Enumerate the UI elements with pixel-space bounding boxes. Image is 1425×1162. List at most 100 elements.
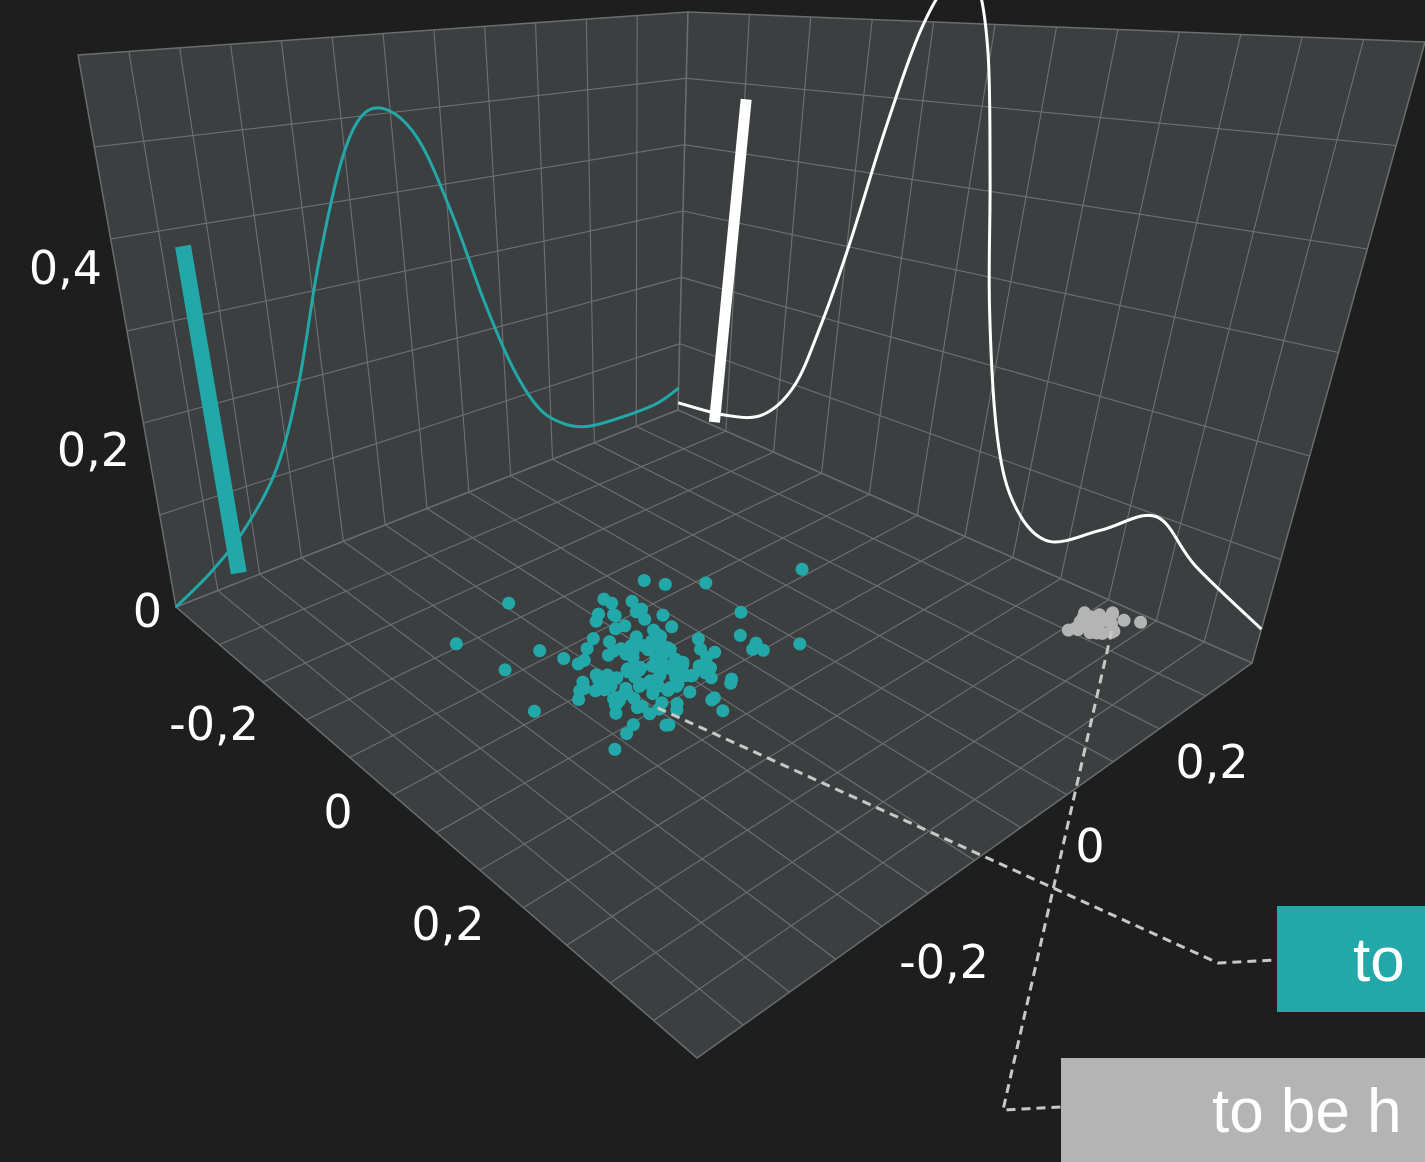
scatter-point [647,623,661,637]
left-wall-grid-line [143,276,682,424]
scatter-point [589,614,603,628]
marginal-bars [175,98,752,575]
scatter-point [624,639,638,653]
scatter-point [533,644,547,658]
y-tick-label: 0,2 [1175,735,1248,789]
scatter-point [607,692,621,706]
scatter-point [527,704,541,718]
density-curves [174,0,1263,631]
floor-grid-line [306,472,822,721]
callout-leaders [657,630,1278,1112]
density-curve-right-wall [677,0,1263,631]
z-tick-label: 0,4 [29,241,102,295]
tick-labels: 0 0,2 0,4 -0,2 0 0,2 -0,2 0 0,2 [29,241,1249,989]
floor-grid-line [609,620,1157,984]
density-curve-left-wall [174,106,680,609]
floor-grid-line [219,430,727,646]
scatter-point [669,679,683,693]
callout-box-teal [1277,906,1425,1012]
floor-grid-line [262,451,774,683]
scatter-point [716,704,730,718]
callout-box-gray [1061,1058,1425,1162]
right-wall-grid-line [679,343,1282,561]
scatter-point [656,608,670,622]
scatter-point [629,605,643,619]
scatter-point [609,706,623,720]
scatter-point [795,562,809,576]
scatter-point [557,652,571,665]
floor-grid-line [479,557,1014,871]
scatter-point [635,699,649,713]
x-tick-label: -0,2 [169,697,259,751]
scatter-point [691,632,705,646]
z-tick-label: 0 [133,584,162,638]
scatter-point [662,718,676,732]
scatter-point [660,660,674,674]
y-tick-label: -0,2 [899,935,989,989]
scatter-point [708,645,722,659]
left-wall-grid-line [126,210,684,332]
scatter-point [449,637,463,651]
scatter-point [665,620,679,634]
right-wall-grid-line [682,210,1339,354]
scatter-point [601,648,615,662]
marginal-bar [708,98,752,423]
callouts: to to be h [1061,906,1425,1162]
callout-leader-line [657,706,1278,965]
scatter-point [699,576,713,590]
scatter-point [749,636,763,650]
scatter-point [683,685,697,699]
scatter-point [586,632,600,646]
scatter-point [573,684,587,698]
scatter-point [645,659,659,673]
scatter-point [1102,614,1116,627]
scatter-point [670,703,684,717]
scatter-point [608,742,622,756]
scatter-point [571,657,585,671]
scatter-point [637,574,651,587]
scatter-point [734,605,748,619]
scatter-point [661,641,675,655]
scatter-point [1134,615,1148,629]
callout-leader-line [1001,630,1114,1112]
scatter-point [793,637,807,651]
scatter-point [617,688,631,701]
axis-panels [77,11,1425,1059]
scatter-point [694,642,708,656]
left-wall-grid-line [110,144,685,240]
scatter-point [590,668,604,682]
scatter-point [705,693,719,707]
scatter-point [658,577,672,591]
x-tick-label: 0,2 [411,897,484,951]
right-wall-grid-line [686,77,1397,147]
scatter-point [638,612,652,626]
scatter-point [607,608,621,622]
scatter-point [672,656,685,670]
scatter-point [580,642,594,656]
scatter-points [449,562,1148,756]
scatter-point [633,660,646,674]
scatter-point [625,594,639,608]
floor-grid-line [653,641,1205,1021]
z-tick-label: 0,2 [57,423,130,477]
grid-lines [94,14,1397,1026]
floor-grid-line [566,599,1109,946]
scatter-point [686,668,700,682]
right-wall-grid-line [681,276,1310,457]
scatter-point [626,718,640,732]
scatter-point [655,696,669,710]
scatter-point [600,668,614,682]
scatter-point [620,727,634,741]
scatter-point [733,628,747,642]
scatter-point [650,673,664,686]
scatter-point [628,670,642,684]
y-tick-label: 0 [1075,819,1104,873]
callout-label: to be h [1212,1077,1402,1146]
scatter-point [1117,613,1131,627]
marginal-bar [175,244,247,575]
scatter-point [1073,615,1087,629]
scatter-point [674,669,688,683]
scatter-point [605,596,619,610]
scatter-point [498,663,512,677]
